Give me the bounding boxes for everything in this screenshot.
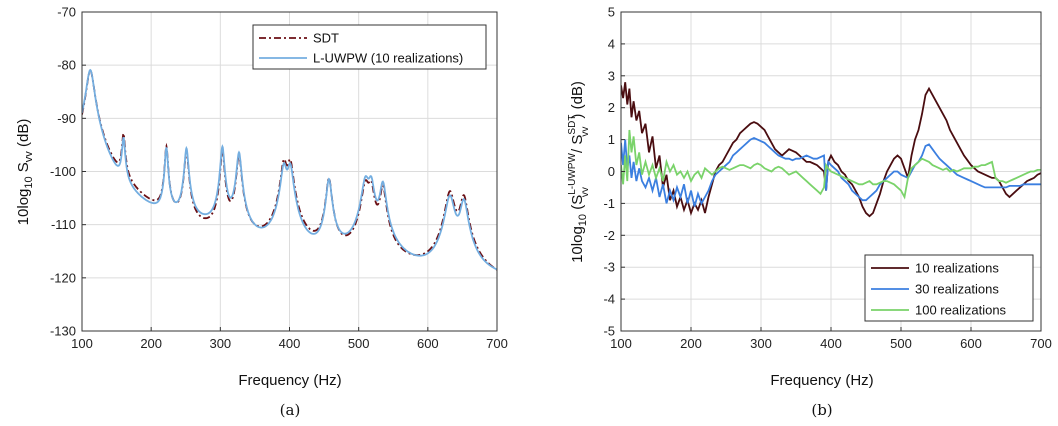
ylabel-a: 10log10 Svv (dB)	[15, 119, 35, 226]
ylabel-b-base: 10log	[569, 226, 586, 263]
y-tick-label: -5	[603, 324, 615, 339]
x-tick-label: 100	[610, 336, 632, 351]
x-tick-label: 600	[417, 336, 439, 351]
y-tick-label: -3	[603, 260, 615, 275]
y-tick-label: -110	[51, 217, 76, 232]
y-tick-label: -4	[603, 292, 615, 307]
caption-b: (b)	[811, 401, 832, 419]
xlabel-b: Frequency (Hz)	[770, 372, 873, 389]
y-tick-label: -130	[50, 324, 76, 339]
series-line-2	[82, 68, 497, 271]
legend-label: L-UWPW (10 realizations)	[313, 51, 463, 66]
panel-b: (b) Frequency (Hz) 10log10 (SL-UWPW vv / …	[567, 5, 1052, 420]
panel-a: (a) Frequency (Hz) 10log10 Svv (dB) 100 2…	[15, 5, 508, 420]
x-tick-label: 300	[209, 336, 231, 351]
x-tick-label: 400	[279, 336, 301, 351]
series-line-2	[621, 137, 1041, 207]
ylabel-b-sup1: L-UWPW	[567, 153, 578, 195]
ylabel-b-p1: (S	[569, 195, 586, 214]
x-tick-label: 100	[71, 336, 93, 351]
xlabel-a: Frequency (Hz)	[238, 372, 341, 389]
ylabel-b: 10log10 (SL-UWPW vv / SSDT vv) (dB)	[567, 81, 591, 263]
x-tick-label: 500	[348, 336, 370, 351]
y-tick-label: 4	[608, 36, 615, 51]
ylabel-a-sub1: 10	[23, 176, 35, 188]
y-tick-label: 3	[608, 68, 615, 83]
y-tick-label: -1	[603, 196, 615, 211]
y-tick-label: 0	[608, 164, 615, 179]
x-tick-label: 700	[486, 336, 508, 351]
ylabel-a-sub2: vv	[23, 151, 35, 163]
legend-box	[252, 24, 487, 70]
ylabel-a-mid: S	[15, 162, 32, 176]
y-tick-label: 2	[608, 100, 615, 115]
x-tick-label: 400	[820, 336, 842, 351]
y-tick-label: -70	[57, 5, 76, 20]
ylabel-b-sub4: vv	[580, 127, 591, 137]
x-tick-label: 600	[960, 336, 982, 351]
x-tick-label: 300	[750, 336, 772, 351]
y-tick-label: -2	[603, 228, 615, 243]
x-tick-label: 500	[890, 336, 912, 351]
y-tick-label: -80	[57, 58, 76, 73]
y-tick-label: -90	[57, 111, 76, 126]
ylabel-a-unit: (dB)	[15, 119, 32, 152]
y-tick-label: -120	[50, 270, 76, 285]
y-tick-label: 1	[608, 132, 615, 147]
ylabel-b-unit: ) (dB)	[569, 81, 586, 119]
ylabel-b-sub3: vv	[580, 187, 591, 197]
y-tick-label: -100	[50, 164, 76, 179]
series-line-1	[82, 69, 497, 271]
ylabel-b-slash: / S	[569, 135, 586, 158]
ylabel-b-sub1: 10	[577, 214, 589, 226]
legend-label: 100 realizations	[915, 303, 1007, 318]
y-tick-label: 5	[608, 5, 615, 20]
x-tick-label: 200	[680, 336, 702, 351]
legend-label: 10 realizations	[915, 261, 999, 276]
ylabel-b-sup2: SDT	[567, 115, 578, 135]
ylabel-a-base: 10log	[15, 189, 32, 226]
legend-label: 30 realizations	[915, 282, 999, 297]
legend-label: SDT	[313, 31, 339, 46]
caption-a: (a)	[280, 401, 301, 419]
x-tick-label: 200	[140, 336, 162, 351]
x-tick-label: 700	[1030, 336, 1052, 351]
series-line-3	[621, 129, 1041, 200]
